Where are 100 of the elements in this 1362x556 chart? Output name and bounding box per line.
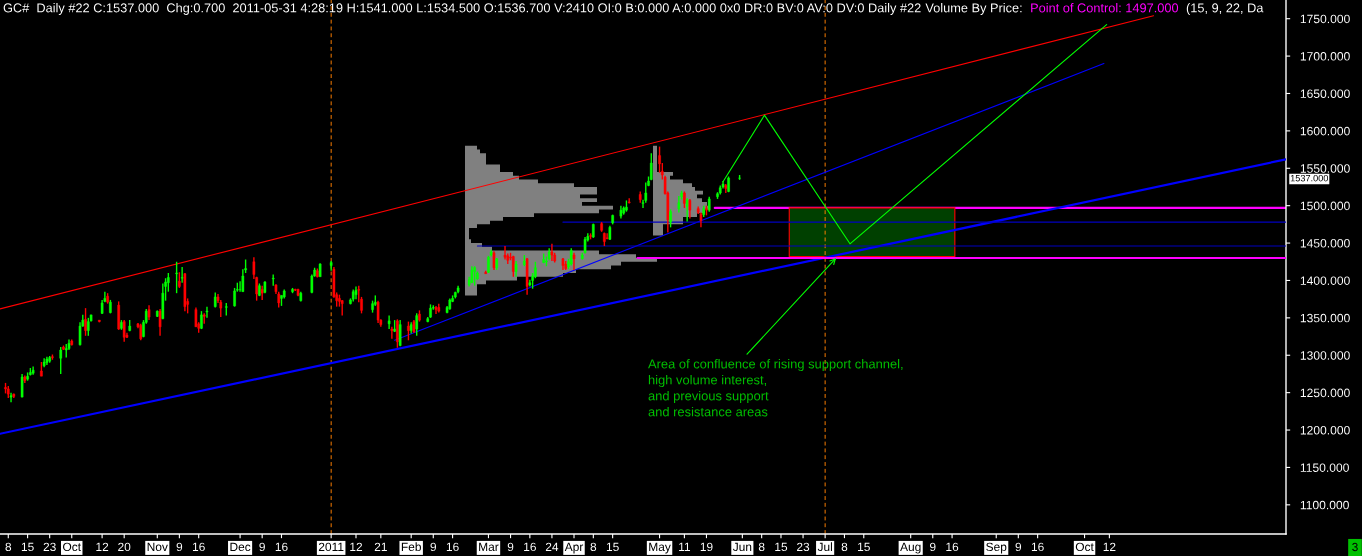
x-tick-label: Mar [479, 542, 499, 552]
x-tick-label: 8 [841, 542, 848, 552]
x-tick-label: 15 [858, 542, 870, 552]
candlestick [244, 258, 247, 274]
x-tick-label: 23 [43, 542, 56, 552]
candlestick [233, 287, 236, 308]
candlestick [62, 344, 65, 351]
x-tick-label: Apr [564, 542, 584, 554]
candlestick [572, 252, 576, 271]
candlestick [603, 231, 606, 247]
y-tick-label: 1750.000 [1300, 14, 1350, 24]
y-tick-label: 1550.000 [1300, 164, 1350, 173]
x-tick-label: 20 [118, 542, 131, 552]
candlestick [387, 314, 391, 330]
x-tick-label: 19 [700, 542, 713, 552]
x-tick-label: 2011 [318, 542, 344, 552]
text: 3 [1352, 542, 1358, 552]
y-tick-label: 1500.000 [1300, 201, 1350, 211]
candlestick [418, 309, 421, 323]
x-tick-label: 9 [930, 542, 936, 552]
x-tick-label: 9 [430, 542, 437, 552]
candlestick [117, 300, 120, 331]
candlestick [180, 266, 184, 284]
legend-title: Volume By Price: [925, 3, 1022, 15]
x-tick-label: 12 [96, 542, 109, 551]
x-tick-label: Feb [401, 542, 421, 552]
candlestick [523, 254, 526, 267]
x-tick-label: Sep [986, 542, 1007, 554]
y-tick-label: 1300.000 [1300, 351, 1350, 360]
annotation: (15, 9, 22, Da [1186, 3, 1264, 15]
y-tick-label: 1400.000 [1300, 276, 1350, 285]
candlestick [688, 198, 692, 220]
candlestick [503, 245, 507, 261]
candlestick [611, 213, 614, 226]
x-tick-label: Jul [817, 542, 832, 552]
candlestick [29, 367, 32, 377]
x-tick-label: 12 [1103, 542, 1116, 551]
x-tick-label: 16 [1031, 542, 1044, 552]
candlestick [454, 290, 457, 300]
candlestick [78, 321, 82, 347]
y-tick-label: 1250.000 [1300, 388, 1350, 398]
candlestick [738, 174, 741, 181]
x-tick-label: 15 [775, 542, 788, 552]
x-tick-label: 15 [606, 542, 619, 552]
candlestick [600, 221, 603, 233]
candlestick [178, 271, 181, 289]
x-tick-label: Oct [1075, 542, 1094, 552]
candlestick [371, 299, 374, 314]
x-tick-label: 9 [259, 542, 265, 552]
candlestick [716, 191, 719, 200]
y-tick-label: 1650.000 [1300, 89, 1350, 98]
candlestick [542, 252, 545, 264]
y-tick-label: 1700.000 [1300, 52, 1350, 61]
x-tick-label: 23 [797, 542, 810, 552]
x-tick-label: 8 [758, 542, 765, 552]
y-tick-label: 1600.000 [1300, 126, 1350, 136]
x-tick-label: 12 [350, 542, 363, 551]
candlestick [260, 285, 264, 301]
text: 1537.000 [1290, 174, 1329, 182]
candlestick [669, 208, 672, 229]
x-tick-label: Oct [63, 542, 81, 552]
candlestick [592, 222, 595, 239]
x-tick-label: Nov [147, 542, 168, 552]
candlestick [40, 361, 43, 377]
x-tick-label: 16 [192, 542, 205, 552]
x-tick-label: 16 [524, 542, 536, 552]
candlestick [393, 319, 396, 333]
candlestick [649, 152, 653, 181]
x-tick-label: 8 [5, 542, 12, 552]
x-tick-label: 9 [507, 542, 514, 552]
x-tick-label: Dec [230, 542, 251, 552]
x-tick-label: 15 [21, 542, 34, 552]
candlestick [258, 282, 261, 297]
x-tick-label: 24 [545, 542, 559, 551]
candlestick [175, 261, 178, 294]
y-tick-label: 1450.000 [1300, 239, 1350, 248]
x-tick-label: 16 [946, 542, 959, 552]
candlestick [280, 294, 283, 307]
candlestick [4, 382, 7, 395]
x-tick-label: May [649, 542, 671, 554]
y-tick-label: 1100.000 [1300, 500, 1349, 510]
candlestick [644, 181, 648, 204]
annotation: Area of confluence of rising support channel, high volume interest, and previous support and resistance areas [648, 359, 903, 417]
x-tick-label: 8 [590, 542, 597, 552]
candlestick [109, 299, 112, 315]
x-tick-label: 11 [679, 542, 691, 551]
text: Point of Control: 1497.000 [1031, 3, 1179, 13]
x-tick-label: Jun [732, 542, 752, 552]
y-tick-label: 1350.000 [1300, 313, 1350, 323]
x-tick-label: 21 [374, 542, 387, 551]
candlestick [683, 190, 686, 209]
x-tick-label: 16 [275, 542, 288, 552]
y-tick-label: 1150.000 [1300, 463, 1349, 472]
x-tick-label: 16 [446, 542, 459, 552]
y-tick-label: 1200.000 [1300, 425, 1350, 435]
x-tick-label: Aug [900, 542, 921, 554]
chart-title: GC# Daily #22 C:1537.000 Chg:0.700 2011-05-31 4:28:19 H:1541.000 L:1534.500 O:1536.700 V:2410 OI:0 B:0.000 A:0.000 0x0 DR:0 BV:0 AV:0 DV:0 Daily #22 [3, 3, 921, 15]
candlestick [205, 305, 209, 319]
candlestick [51, 353, 54, 361]
candlestick [31, 365, 35, 376]
